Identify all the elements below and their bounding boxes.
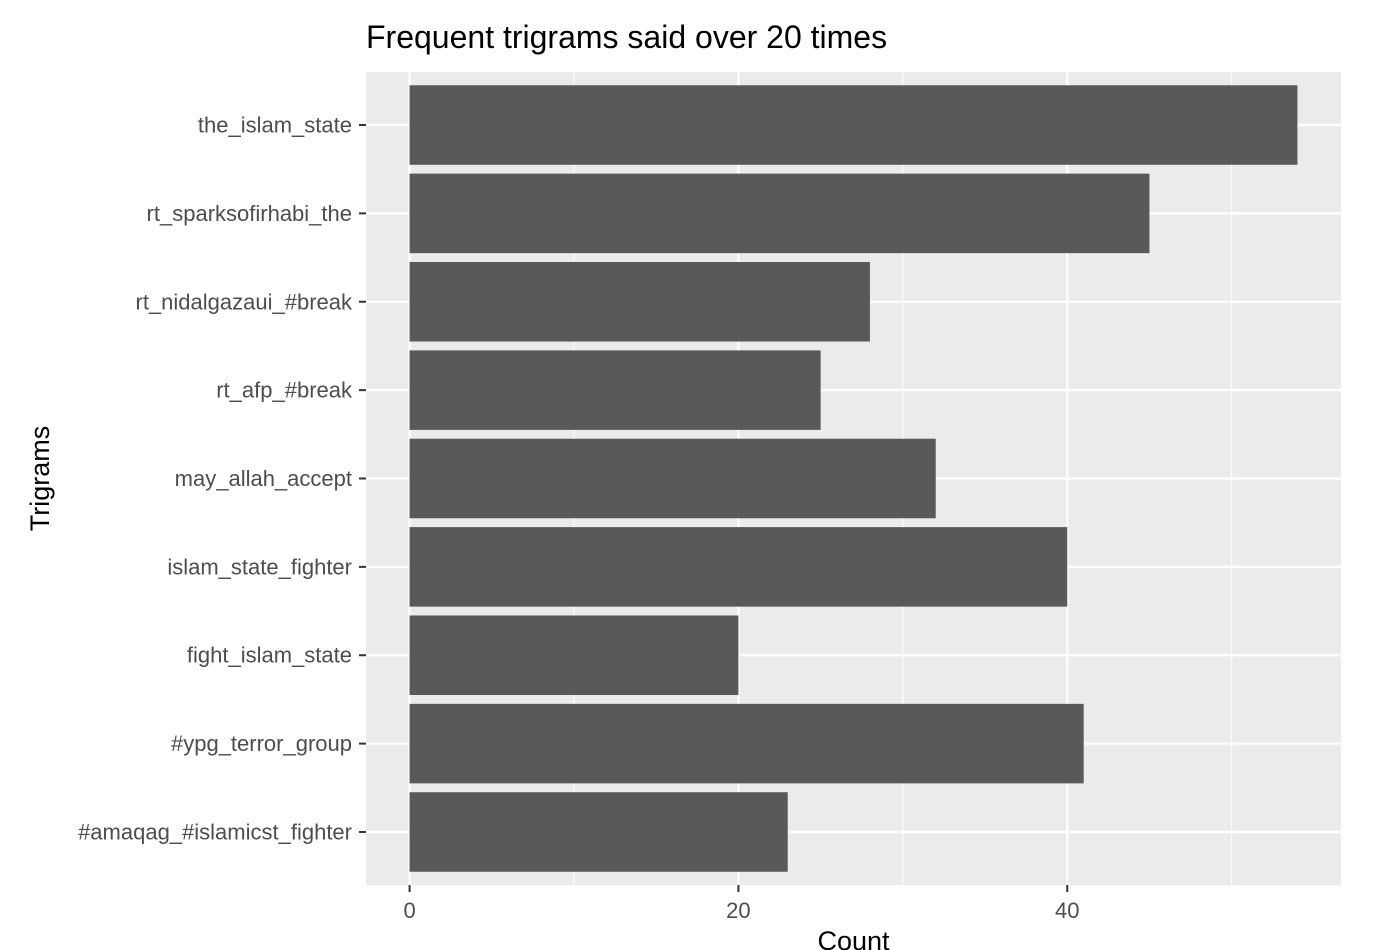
y-axis: the_islam_state rt_sparksofirhabi_the rt_n…: [78, 113, 366, 844]
bar: [409, 261, 870, 342]
y-tick-label: may_allah_accept: [175, 466, 352, 491]
x-tick-label: 20: [726, 898, 750, 923]
bar: [409, 615, 739, 696]
x-tick-label: 0: [403, 898, 415, 923]
bar: [409, 85, 1298, 165]
x-axis: 0 20 40: [403, 885, 1079, 923]
bar: [409, 438, 936, 519]
y-tick-label: rt_afp_#break: [216, 378, 353, 403]
bar: [409, 792, 788, 872]
y-tick-label: #ypg_terror_group: [171, 731, 352, 756]
y-tick-label: #amaqag_#islamicst_fighter: [78, 819, 352, 844]
y-tick-label: rt_sparksofirhabi_the: [147, 201, 352, 226]
chart-title: Frequent trigrams said over 20 times: [366, 19, 887, 55]
x-axis-title: Count: [817, 926, 890, 950]
bar: [409, 173, 1150, 254]
bar: [409, 527, 1068, 607]
y-tick-label: rt_nidalgazaui_#break: [136, 289, 353, 314]
bars: [409, 85, 1298, 872]
bar: [409, 350, 821, 430]
y-axis-title: Trigrams: [25, 426, 55, 532]
bar: [409, 703, 1084, 784]
y-tick-label: the_islam_state: [198, 113, 352, 138]
y-tick-label: islam_state_fighter: [167, 554, 352, 579]
y-tick-label: fight_islam_state: [187, 643, 352, 668]
x-tick-label: 40: [1055, 898, 1079, 923]
